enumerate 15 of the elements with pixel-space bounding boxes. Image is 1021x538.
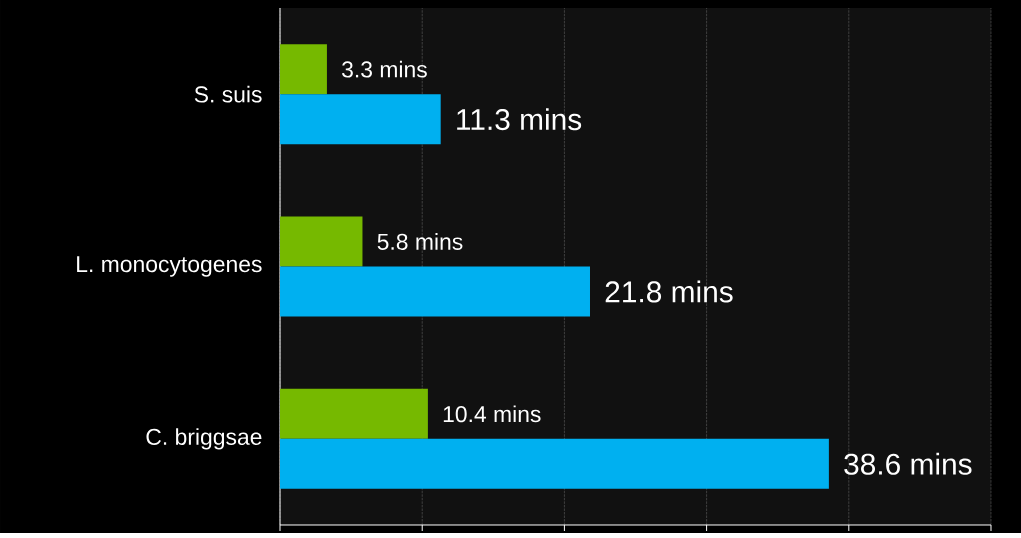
data-label: 11.3 mins [457,108,582,131]
bar [280,388,428,439]
data-label: 10.4 mins [443,405,541,423]
data-label: 21.8 mins [605,280,733,303]
y-tick-label: C. briggsae [146,428,262,450]
bar [280,44,327,95]
y-tick-label: L. monocytogenes [77,256,262,277]
data-label: 3.3 mins [342,60,427,78]
bar [280,216,363,267]
y-tick-label: S. suis [194,85,262,103]
data-label: 5.8 mins [377,233,463,250]
data-label: 38.6 mins [844,452,972,475]
bar [280,438,829,489]
bar [280,266,590,317]
bar [280,94,441,145]
